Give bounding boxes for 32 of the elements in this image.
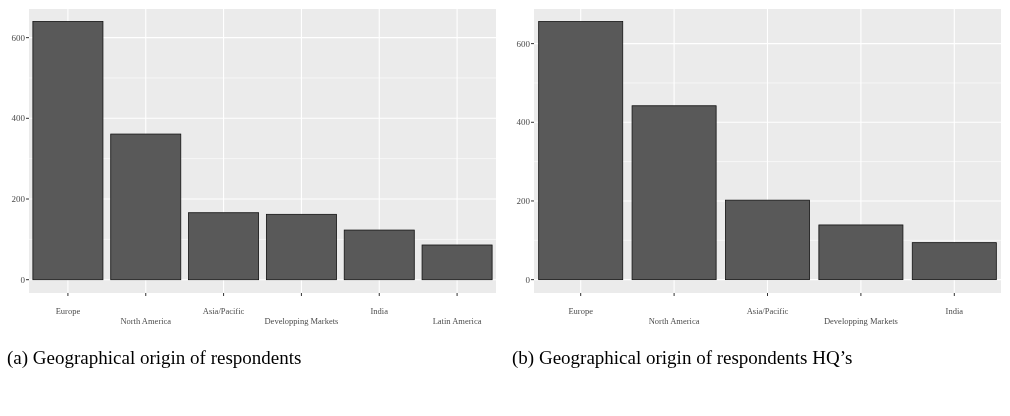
y-tick-label: 200 xyxy=(11,194,26,205)
bar xyxy=(911,242,997,281)
x-tick-label: Europe xyxy=(568,306,594,316)
y-tick-label: 0 xyxy=(525,274,531,285)
y-tick-label: 400 xyxy=(11,113,26,124)
text: (a) Geographical origin of respondents xyxy=(7,347,302,369)
x-tick-label: Developping Markets xyxy=(823,316,898,326)
x-tick-label: Latin America xyxy=(432,316,482,326)
x-tick-label: Europe xyxy=(55,306,81,316)
bar xyxy=(631,105,717,281)
bar xyxy=(818,224,904,281)
x-tick-label: North America xyxy=(648,316,700,326)
x-tick-label: Developping Markets xyxy=(264,316,339,326)
x-tick-label: Asia/Pacific xyxy=(746,306,789,316)
bar xyxy=(265,213,337,281)
y-tick-label: 200 xyxy=(516,196,531,207)
y-tick-label: 600 xyxy=(11,32,26,43)
x-tick-label: India xyxy=(370,306,389,316)
y-tick-label: 400 xyxy=(516,117,531,128)
y-tick-label: 600 xyxy=(516,38,531,49)
bar xyxy=(188,212,260,281)
bar xyxy=(343,229,415,281)
x-tick-label: Asia/Pacific xyxy=(202,306,245,316)
bar xyxy=(538,21,624,281)
x-tick-label: North America xyxy=(120,316,172,326)
y-tick-label: 0 xyxy=(20,274,26,285)
text: (b) Geographical origin of respondents HQ’s xyxy=(512,347,853,369)
bar xyxy=(110,133,182,281)
x-tick-label: India xyxy=(945,306,964,316)
bar xyxy=(32,21,104,281)
bar xyxy=(725,199,810,281)
bar xyxy=(421,244,493,281)
